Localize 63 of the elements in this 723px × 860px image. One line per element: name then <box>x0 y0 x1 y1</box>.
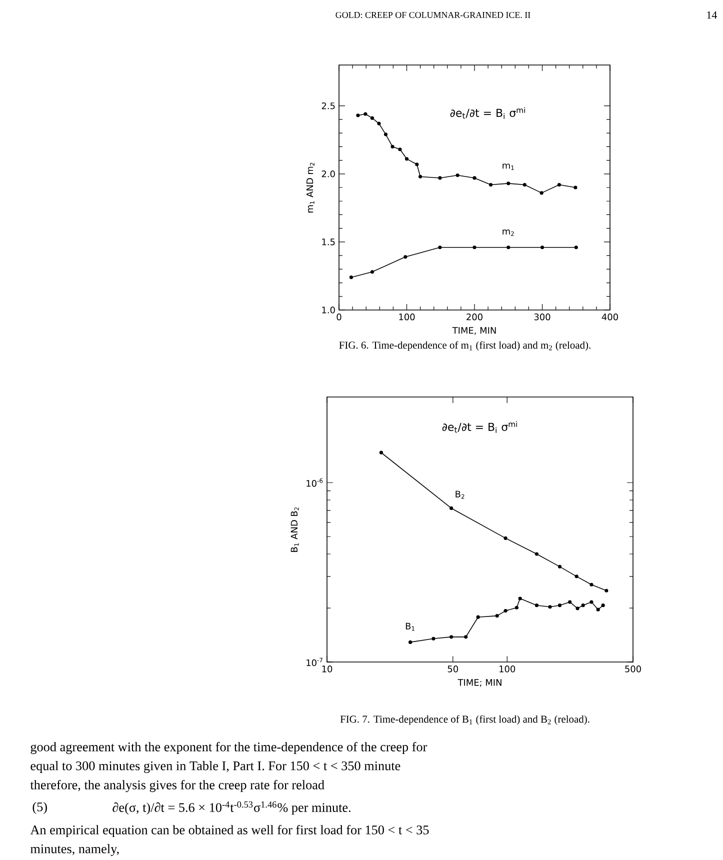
point <box>506 182 510 186</box>
y-tick-label: 1.5 <box>322 238 335 246</box>
point <box>522 182 526 187</box>
point <box>415 162 419 166</box>
point <box>540 246 544 250</box>
series-label: m$_{1}$ <box>502 164 514 170</box>
text: equal to 300 minutes given in Table I, Part I. For 150 < t < 350 minute <box>30 761 400 773</box>
point <box>384 132 388 136</box>
point <box>370 116 374 120</box>
text: good agreement with the exponent for the time-dependence of the creep for <box>30 742 428 754</box>
y-tick-label: 2.0 <box>322 170 335 178</box>
text: minutes, namely, <box>30 844 119 856</box>
text: therefore, the analysis gives for the creep rate for reload <box>30 780 324 792</box>
point <box>488 182 493 187</box>
x-axis-title: TIME; MIN <box>458 679 502 687</box>
point <box>377 122 381 126</box>
point <box>472 176 476 180</box>
point <box>438 246 442 250</box>
caption: FIG. 6. Time-dependence of m$_{1}$ (first load) and m$_{2}$ (reload). <box>339 341 590 351</box>
x-tick-label: 400 <box>602 314 618 320</box>
point <box>404 157 409 161</box>
point <box>390 144 394 148</box>
text: (5) <box>32 802 47 814</box>
point <box>356 114 360 118</box>
y-axis-title: m$_{1}$ AND m$_{2}$ <box>306 162 314 212</box>
point <box>574 186 578 190</box>
caption: FIG. 7. Time-dependence of B$_{1}$ (first load) and B$_{2}$ (reload). <box>340 715 590 725</box>
x-axis-title: TIME, MIN <box>452 327 496 335</box>
y-tick-label: 10$^{-6}$ <box>306 478 323 487</box>
x-tick-label: 50 <box>448 666 458 672</box>
y-tick-label: 1.0 <box>322 306 335 314</box>
annotation: ∂e$_{t}$/∂t = B$_{i}$ σ$^{mi}$ <box>442 421 517 433</box>
point <box>370 270 374 274</box>
x-tick-label: 500 <box>625 666 641 672</box>
series-label: B$_{1}$ <box>406 622 414 631</box>
point <box>398 148 402 152</box>
y-tick-label: 2.5 <box>322 102 335 110</box>
series-label: m$_{2}$ <box>502 230 514 236</box>
x-tick-label: 10 <box>322 666 332 672</box>
point <box>506 246 510 250</box>
point <box>404 255 408 259</box>
annotation: ∂e$_{t}$/∂t = B$_{i}$ σ$^{mi}$ <box>450 107 525 119</box>
text: An empirical equation can be obtained as well for first load for 150 < t < 35 <box>30 824 429 838</box>
text: ∂e(σ, t)/∂t = 5.6 × 10$^{-4}$t$^{-0.53}$σ$^{1.46}$% per minute. <box>112 801 350 815</box>
y-tick-label: 10$^{-7}$ <box>306 658 322 666</box>
point <box>438 176 442 180</box>
point <box>574 246 578 250</box>
point <box>557 182 561 187</box>
x-tick-label: 200 <box>466 314 482 320</box>
point <box>349 276 353 280</box>
x-tick-label: 0 <box>336 314 342 320</box>
x-tick-label: 300 <box>534 314 550 320</box>
series-label: B$_{2}$ <box>456 490 464 499</box>
text: 14 <box>707 11 717 19</box>
y-axis-title: B$_{1}$ AND B$_{2}$ <box>290 507 299 552</box>
point <box>364 112 368 116</box>
point <box>472 246 476 250</box>
point <box>456 173 460 178</box>
point <box>540 191 544 195</box>
x-tick-label: 100 <box>399 314 415 320</box>
text: GOLD: CREEP OF COLUMNAR-GRAINED ICE. II <box>336 12 530 18</box>
x-tick-label: 100 <box>500 666 516 672</box>
point <box>418 174 422 178</box>
